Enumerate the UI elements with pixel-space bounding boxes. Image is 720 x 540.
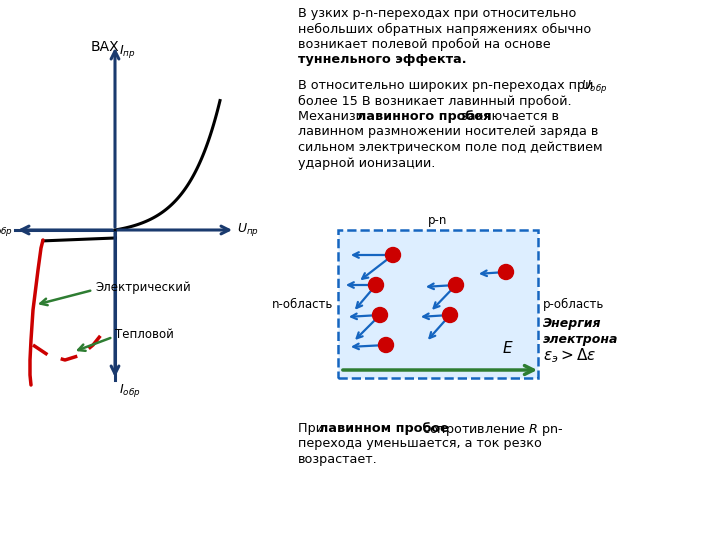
Circle shape <box>379 338 394 353</box>
Circle shape <box>498 265 513 280</box>
Text: перехода уменьшается, а ток резко: перехода уменьшается, а ток резко <box>298 437 542 450</box>
Text: Механизм: Механизм <box>298 110 369 123</box>
Text: туннельного эффекта.: туннельного эффекта. <box>298 53 467 66</box>
Circle shape <box>449 278 464 293</box>
Text: p-n: p-n <box>428 214 448 227</box>
Text: возникает полевой пробой на основе: возникает полевой пробой на основе <box>298 38 551 51</box>
Text: электрона: электрона <box>543 333 618 346</box>
Text: сильном электрическом поле под действием: сильном электрическом поле под действием <box>298 141 603 154</box>
Text: $U_{обр}$: $U_{обр}$ <box>0 221 13 239</box>
Circle shape <box>369 278 384 293</box>
Text: возрастает.: возрастает. <box>298 453 378 466</box>
Text: $\varepsilon_э{>}\Delta\varepsilon$: $\varepsilon_э{>}\Delta\varepsilon$ <box>543 347 596 366</box>
Circle shape <box>372 307 387 322</box>
Text: Энергия: Энергия <box>543 318 601 330</box>
Text: Тепловой: Тепловой <box>115 328 174 341</box>
Text: В относительно широких рn-переходах при: В относительно широких рn-переходах при <box>298 79 598 92</box>
Text: n-область: n-область <box>271 298 333 310</box>
Text: более 15 В возникает лавинный пробой.: более 15 В возникает лавинный пробой. <box>298 94 572 107</box>
Text: небольших обратных напряжениях обычно: небольших обратных напряжениях обычно <box>298 23 591 36</box>
Text: заключается в: заключается в <box>457 110 559 123</box>
Text: Электрический: Электрический <box>95 280 191 294</box>
Text: сопротивление $R$ рn-: сопротивление $R$ рn- <box>418 422 564 438</box>
Circle shape <box>443 307 457 322</box>
Text: $I_{пр}$: $I_{пр}$ <box>119 43 135 60</box>
Bar <box>338 230 538 378</box>
Text: $U_{обр}$: $U_{обр}$ <box>581 78 607 95</box>
Text: р-область: р-область <box>543 298 604 310</box>
Text: лавинного пробоя: лавинного пробоя <box>357 110 491 123</box>
Circle shape <box>385 247 400 262</box>
Text: ВАХ: ВАХ <box>91 40 120 54</box>
Text: лавинном пробое: лавинном пробое <box>319 422 449 435</box>
Text: ударной ионизации.: ударной ионизации. <box>298 157 436 170</box>
Text: При: При <box>298 422 328 435</box>
Text: $I_{обр}$: $I_{обр}$ <box>119 382 140 399</box>
Text: лавинном размножении носителей заряда в: лавинном размножении носителей заряда в <box>298 125 598 138</box>
Text: В узких p-n-переходах при относительно: В узких p-n-переходах при относительно <box>298 7 577 20</box>
Text: $E$: $E$ <box>502 340 514 356</box>
Text: $U_{пр}$: $U_{пр}$ <box>237 221 259 239</box>
